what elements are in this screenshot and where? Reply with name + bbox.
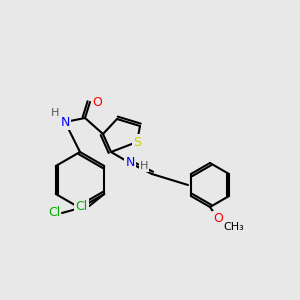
Text: S: S [133,136,141,148]
Text: O: O [213,212,223,226]
Text: Cl: Cl [48,206,60,220]
Text: O: O [92,95,102,109]
Text: CH₃: CH₃ [224,222,244,232]
Text: N: N [125,157,135,169]
Text: Cl: Cl [75,200,87,212]
Text: H: H [51,108,59,118]
Text: N: N [60,116,70,128]
Text: H: H [140,161,148,171]
